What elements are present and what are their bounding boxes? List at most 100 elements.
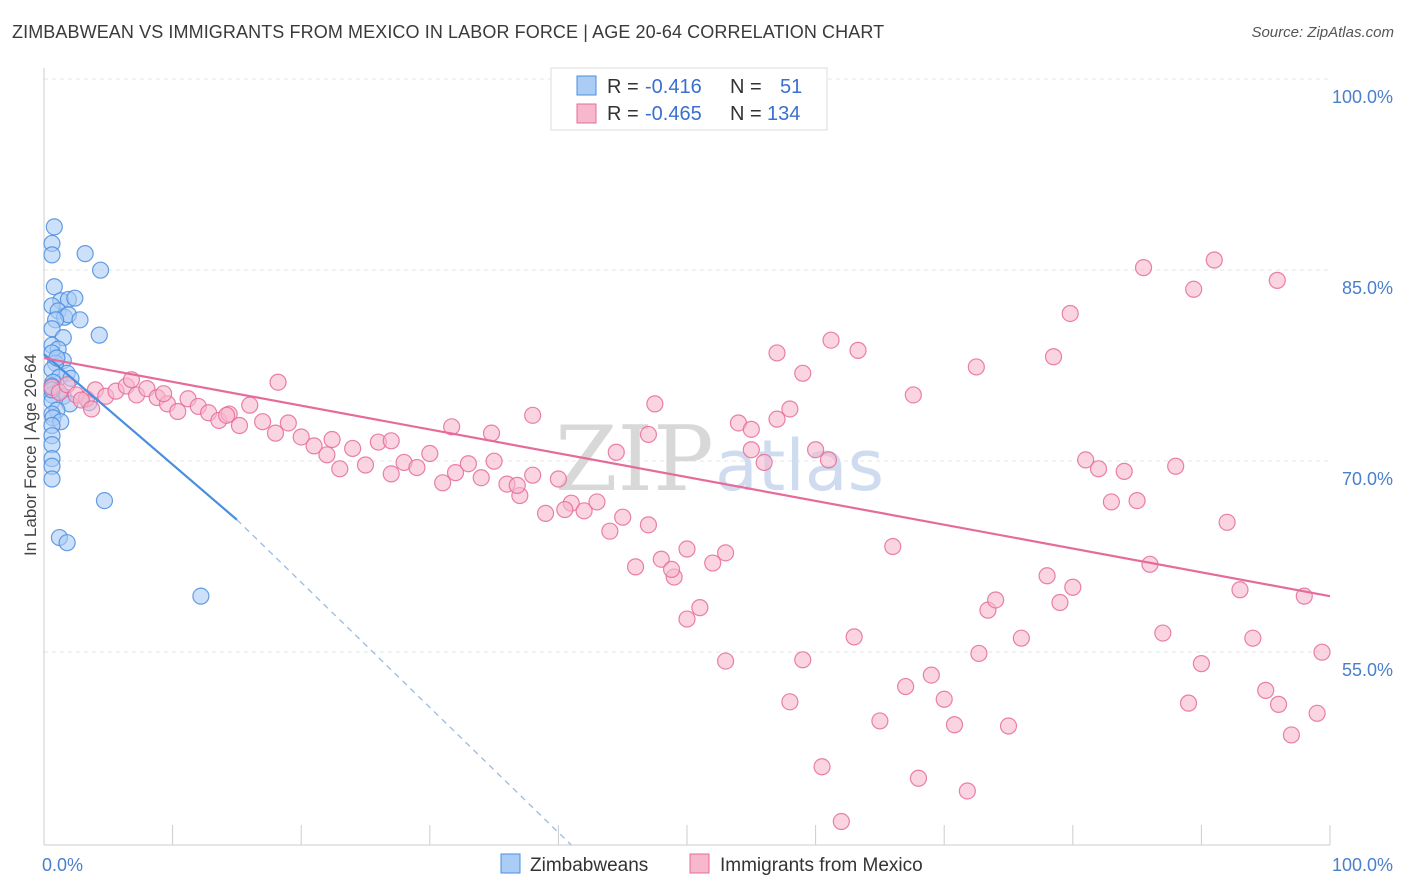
point-mexico-59 [742,441,760,459]
point-mexico-98 [1128,492,1146,510]
point-mexico-31 [382,465,400,483]
legend-n-label-0: N = [730,76,762,98]
point-zimbabwean-50 [48,349,66,367]
point-mexico-13 [169,402,187,421]
point-mexico-60 [755,453,773,472]
trend-line-mexico [43,356,1331,598]
point-mexico-81 [909,769,928,787]
point-zimbabwean-45 [95,492,114,510]
point-mexico-136 [904,386,922,404]
point-mexico-20 [241,396,259,414]
point-mexico-62 [781,400,799,418]
point-mexico-88 [987,591,1005,609]
point-mexico-95 [1089,460,1108,478]
point-zimbabwean-7 [66,289,84,307]
point-zimbabwean-13 [71,311,89,329]
y-tick-label-0: 100.0% [1332,87,1393,107]
point-mexico-28 [344,439,362,458]
point-mexico-110 [1282,726,1301,744]
point-mexico-90 [1012,629,1030,647]
point-mexico-68 [508,476,526,494]
point-mexico-29 [356,456,375,474]
point-mexico-103 [1192,655,1211,673]
trend-extension-zimbabweans [236,519,572,846]
point-mexico-104 [1205,251,1223,269]
point-mexico-19 [230,416,249,435]
point-mexico-106 [1231,581,1249,599]
point-mexico-38 [472,469,490,487]
point-mexico-80 [897,677,915,696]
legend-n-value-0: 51 [780,76,802,98]
point-mexico-25 [305,437,323,455]
point-mexico-109 [1269,695,1288,713]
point-zimbabwean-1 [45,218,63,236]
point-mexico-82 [922,666,940,684]
watermark-zip: ZIP [555,407,714,512]
watermark: ZIP atlas [555,407,884,512]
y-tick-label-2: 70.0% [1342,469,1393,489]
point-mexico-117 [154,385,173,403]
point-mexico-108 [1257,681,1275,699]
point-mexico-54 [678,540,696,558]
point-mexico-73 [781,693,799,711]
point-mexico-63 [794,364,812,382]
y-axis-label: In Labor Force | Age 20-64 [21,354,40,556]
point-zimbabwean-48 [192,587,210,605]
point-mexico-85 [958,782,976,800]
point-mexico-35 [434,474,452,492]
point-mexico-113 [1313,643,1331,661]
point-mexico-42 [524,466,542,484]
point-mexico-72 [716,652,735,670]
point-mexico-22 [266,424,285,442]
point-mexico-127 [768,344,786,362]
point-mexico-24 [292,428,310,446]
x-tick-label-0: 0.0% [42,855,83,875]
point-mexico-43 [536,504,555,522]
point-mexico-133 [1134,259,1153,277]
point-mexico-61 [768,410,786,428]
point-mexico-64 [806,441,825,459]
point-mexico-67 [646,395,664,413]
point-mexico-49 [614,508,632,526]
point-mexico-51 [639,516,658,534]
point-mexico-84 [945,716,964,734]
y-tick-label-3: 55.0% [1342,660,1393,680]
bottom-legend-swatch-mexico [689,853,710,874]
point-mexico-128 [822,331,840,349]
point-mexico-26 [318,446,336,464]
grid-lines [44,78,1330,653]
point-mexico-21 [254,413,272,431]
point-mexico-37 [459,455,477,473]
point-mexico-135 [1268,271,1286,289]
point-mexico-83 [935,690,953,708]
chart-title: ZIMBABWEAN VS IMMIGRANTS FROM MEXICO IN … [12,22,885,42]
point-zimbabwean-4 [45,278,63,296]
legend: R = -0.416 N = 51 R = -0.465 N = 134 [550,67,828,131]
point-zimbabwean-3 [76,245,94,263]
point-mexico-101 [1167,457,1185,475]
point-mexico-131 [1044,348,1063,366]
point-mexico-76 [832,812,850,831]
point-mexico-55 [691,599,709,617]
point-mexico-77 [845,628,863,646]
point-mexico-124 [524,406,542,424]
point-mexico-78 [871,712,889,730]
point-mexico-57 [716,544,735,562]
trend-line-zimbabweans [43,353,238,521]
point-mexico-129 [849,341,867,359]
point-mexico-134 [1185,280,1203,298]
point-mexico-102 [1179,694,1198,712]
legend-box [550,67,828,131]
point-mexico-48 [601,522,619,540]
point-mexico-132 [1061,304,1079,323]
point-zimbabwean-47 [58,534,76,552]
point-mexico-105 [1218,513,1236,531]
point-mexico-92 [1051,593,1069,612]
point-mexico-71 [678,610,696,628]
bottom-legend-label-zimbabweans: Zimbabweans [530,855,648,876]
point-mexico-107 [1244,629,1262,647]
point-mexico-93 [1064,578,1082,596]
point-mexico-36 [446,464,465,482]
point-mexico-94 [1077,451,1095,469]
